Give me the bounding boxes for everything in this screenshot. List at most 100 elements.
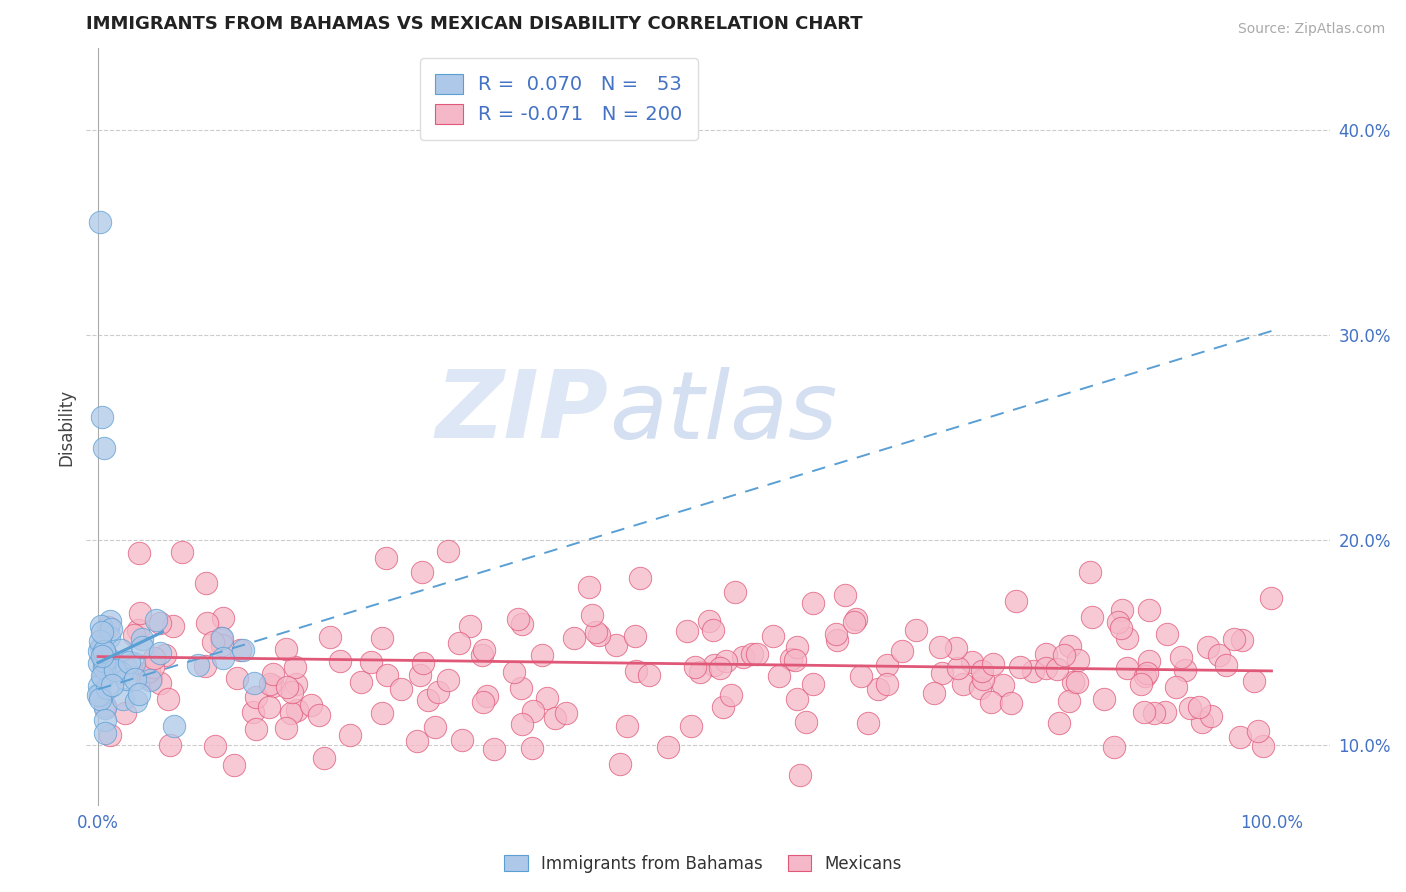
Point (1232, 632, 1254, 647)
Point (508, 612, 530, 626)
Point (980, 695, 1002, 709)
Point (447, 636, 470, 650)
Point (97, 619, 120, 633)
Point (187, 658, 209, 673)
Point (1057, 694, 1080, 708)
Point (849, 669, 872, 683)
Point (1053, 648, 1076, 662)
Point (195, 616, 218, 631)
Point (93, 441, 115, 455)
Point (1047, 716, 1070, 731)
Point (1223, 632, 1246, 646)
Point (232, 642, 254, 657)
Point (1000, 696, 1022, 710)
Point (93, 654, 115, 668)
Point (245, 722, 267, 736)
Point (544, 711, 567, 725)
Point (87, 679, 110, 693)
Point (94, 658, 117, 673)
Point (96, 681, 118, 695)
Point (1081, 610, 1104, 624)
Point (825, 627, 848, 641)
Point (1229, 730, 1251, 744)
Point (929, 640, 952, 655)
Point (624, 664, 647, 678)
Point (475, 690, 498, 704)
Point (1243, 673, 1265, 688)
Point (683, 659, 706, 673)
Point (124, 673, 146, 687)
Point (162, 619, 184, 633)
Point (1208, 648, 1230, 662)
Point (100, 728, 122, 742)
Point (285, 703, 308, 717)
Point (931, 665, 953, 680)
Point (156, 692, 179, 706)
Point (1199, 709, 1222, 723)
Point (858, 715, 880, 730)
Point (1115, 661, 1137, 675)
Point (876, 658, 898, 673)
Point (122, 627, 145, 641)
Point (262, 666, 284, 681)
Point (786, 692, 808, 706)
Point (97, 630, 120, 644)
Point (522, 704, 544, 718)
Point (783, 653, 806, 667)
Point (418, 693, 440, 707)
Point (741, 647, 763, 661)
Point (139, 673, 162, 688)
Point (609, 757, 631, 772)
Point (226, 671, 249, 685)
Point (1008, 660, 1031, 674)
Point (510, 717, 533, 731)
Point (1215, 657, 1237, 672)
Point (993, 678, 1015, 692)
Point (536, 690, 558, 705)
Point (110, 666, 132, 681)
Point (222, 758, 245, 772)
Point (329, 654, 352, 668)
Point (143, 650, 166, 665)
Point (834, 588, 856, 602)
Point (409, 668, 432, 682)
Point (1067, 653, 1090, 667)
Point (274, 642, 297, 657)
Point (1137, 602, 1160, 616)
Text: IMMIGRANTS FROM BAHAMAS VS MEXICAN DISABILITY CORRELATION CHART: IMMIGRANTS FROM BAHAMAS VS MEXICAN DISAB… (86, 15, 863, 33)
Point (605, 639, 627, 653)
Point (638, 667, 661, 681)
Point (145, 613, 167, 627)
Point (115, 661, 138, 675)
Point (131, 640, 153, 655)
Point (1180, 701, 1202, 715)
Point (89, 644, 111, 658)
Point (405, 734, 427, 748)
Point (90, 619, 112, 633)
Point (1109, 621, 1132, 635)
Point (1197, 640, 1219, 655)
Point (711, 700, 734, 714)
Point (471, 648, 494, 663)
Point (89, 688, 111, 702)
Point (103, 662, 125, 676)
Point (520, 740, 543, 755)
Point (245, 690, 267, 704)
Point (1136, 666, 1159, 681)
Point (211, 632, 233, 646)
Point (702, 624, 724, 638)
Point (1046, 662, 1069, 676)
Point (1035, 660, 1057, 674)
Point (1078, 566, 1101, 580)
Point (211, 650, 233, 665)
Point (259, 677, 281, 691)
Point (350, 675, 373, 690)
Point (114, 706, 136, 720)
Point (657, 740, 679, 755)
Point (90, 410, 112, 425)
Point (134, 668, 156, 682)
Text: ZIP: ZIP (436, 366, 609, 458)
Point (1133, 669, 1156, 683)
Point (714, 654, 737, 668)
Point (868, 681, 890, 696)
